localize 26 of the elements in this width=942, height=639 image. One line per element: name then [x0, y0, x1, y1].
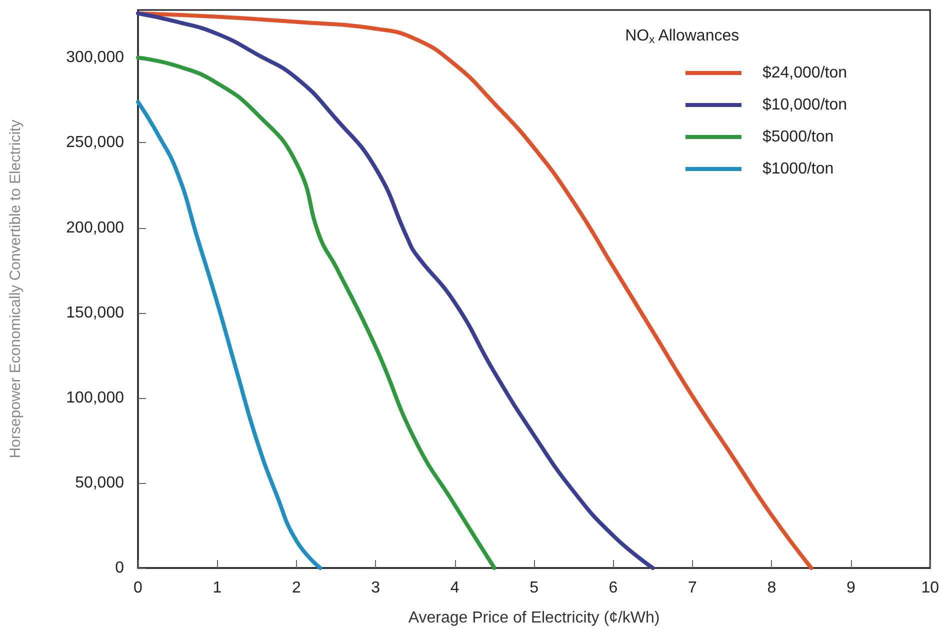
- x-tick-label: 8: [767, 580, 776, 596]
- x-tick-label: 4: [450, 580, 460, 596]
- y-tick-label: 250,000: [66, 134, 124, 152]
- legend-label: $10,000/ton: [762, 96, 848, 114]
- line-series: [136, 100, 322, 570]
- x-tick-label: 1: [212, 580, 222, 596]
- x-tick-label: 2: [292, 580, 301, 596]
- x-tick-label: 5: [530, 580, 539, 596]
- x-tick-label: 7: [688, 580, 698, 596]
- x-tick-label: 0: [134, 580, 143, 596]
- x-tick-label: 3: [371, 580, 380, 596]
- line-series: [136, 56, 496, 570]
- y-axis-title: Horsepower Economically Convertible to Electricity: [7, 119, 24, 458]
- x-tick-label: 6: [608, 580, 618, 596]
- y-tick-label: 50,000: [75, 474, 124, 492]
- x-axis-title: Average Price of Electricity (¢/kWh): [408, 610, 660, 626]
- y-tick-label: 200,000: [66, 219, 124, 236]
- x-tick-label: 9: [846, 580, 856, 596]
- x-tick-label: 10: [921, 580, 940, 596]
- y-tick-label: 0: [115, 560, 124, 576]
- legend-label: $24,000/ton: [762, 64, 848, 82]
- legend-label: $1000/ton: [762, 160, 834, 178]
- legend-label: $5000/ton: [762, 128, 834, 146]
- y-tick-label: 150,000: [66, 304, 124, 322]
- y-tick-label: 300,000: [66, 49, 124, 66]
- y-tick-label: 100,000: [66, 389, 124, 406]
